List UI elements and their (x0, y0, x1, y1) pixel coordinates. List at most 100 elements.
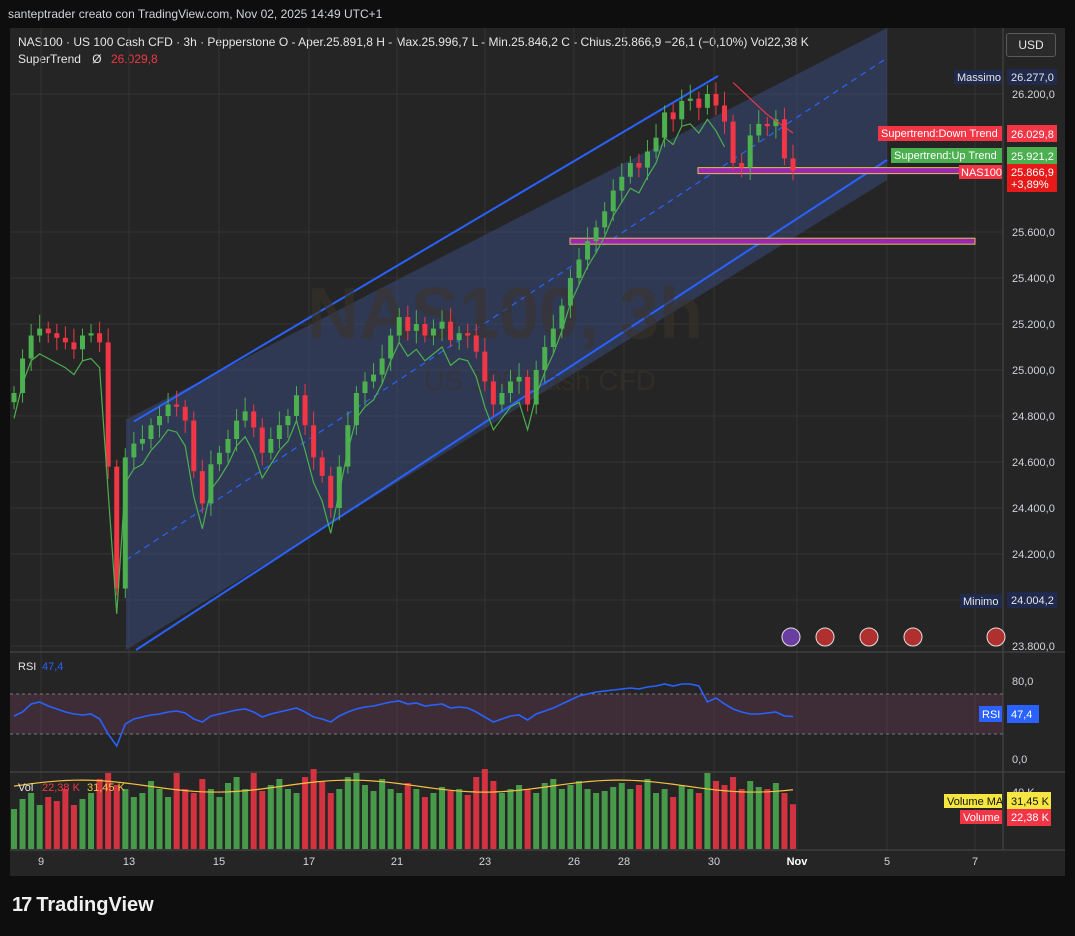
candle (781, 119, 787, 159)
rsi-value: 47,4 (42, 661, 63, 673)
time-tick-label: 15 (213, 856, 225, 868)
min-label-box (960, 594, 1002, 608)
volume-tag-value: 22,38 K (1011, 812, 1050, 824)
volume-bar (242, 789, 249, 849)
support-zone-lower (569, 237, 976, 245)
candle (293, 395, 299, 416)
volume-bar (156, 789, 163, 849)
indicator-name[interactable]: SuperTrend (18, 52, 81, 66)
candle (157, 416, 163, 426)
volume-bar (122, 789, 129, 849)
volume-bar (481, 769, 488, 849)
volume-bar (721, 785, 728, 849)
candle (525, 376, 531, 405)
volume-ma-tag-value-box (1007, 792, 1051, 809)
time-tick-label: 26 (568, 856, 580, 868)
volume-bar (447, 791, 454, 849)
volume-ma-tag-label: Volume MA (947, 796, 1004, 808)
candle (328, 475, 334, 508)
time-tick-label: 17 (303, 856, 315, 868)
volume-bar (439, 787, 446, 849)
candle (790, 158, 796, 171)
volume-bar (147, 781, 154, 849)
volume-tag-box (960, 810, 1002, 824)
event-marker-icon (859, 627, 879, 647)
ohlc-line: O - Aper.25.891,8 H - Max.25.996,7 L - M… (278, 35, 809, 49)
last-change: +3,89% (1011, 179, 1049, 191)
candle (122, 457, 128, 589)
candle (653, 137, 659, 152)
candle (362, 381, 368, 393)
candle (533, 370, 539, 405)
candle (747, 135, 753, 168)
volume-bar (310, 769, 317, 849)
candle (114, 466, 120, 589)
symbol-header[interactable]: NAS100 · US 100 Cash CFD · 3h · Pepperst… (18, 35, 809, 49)
st-up-value-box (1007, 147, 1057, 164)
price-tick-label: 25.000,0 (1012, 365, 1055, 377)
candle (268, 439, 274, 453)
volume-bar (267, 785, 274, 849)
candle (756, 123, 762, 136)
candle (439, 321, 445, 329)
event-marker-icon (986, 627, 1006, 647)
min-value-box (1007, 592, 1057, 608)
volume-bar (387, 789, 394, 849)
candle (516, 376, 522, 382)
symbol-label: NAS100 (961, 167, 1002, 179)
volume-bar (319, 781, 326, 849)
candle (319, 457, 325, 476)
candle (182, 406, 188, 421)
symbol-label-box (959, 165, 1002, 179)
currency-button[interactable]: USD (1006, 33, 1056, 57)
candle (62, 337, 68, 343)
candle (636, 163, 642, 168)
candle (465, 333, 471, 336)
candle (251, 411, 257, 428)
volume-bar (790, 804, 796, 849)
price-tick-label: 25.600,0 (1012, 227, 1055, 239)
volume-bar (498, 793, 505, 849)
volume-bar (533, 793, 540, 849)
volume-bar (421, 797, 428, 849)
volume-bar (781, 793, 788, 849)
volume-bar (704, 773, 711, 849)
candle (773, 119, 779, 127)
rsi-tag-value: 47,4 (1011, 709, 1032, 721)
st-up-label-box (891, 148, 1002, 163)
candle (739, 163, 745, 168)
volume-bar (36, 805, 43, 849)
candle (165, 404, 171, 416)
symbol-line[interactable]: NAS100 · US 100 Cash CFD · 3h · Pepperst… (18, 35, 276, 49)
candle (627, 163, 633, 177)
candle (302, 395, 308, 426)
supertrend-line (13, 82, 794, 614)
candle (542, 347, 548, 370)
candle (687, 98, 693, 101)
indicator-legend[interactable]: SuperTrend Ø 26.029,8 (18, 52, 158, 66)
volume-bar (302, 777, 309, 849)
candle (20, 358, 26, 393)
time-tick-label: 7 (972, 856, 978, 868)
st-up-label: Supertrend:Up Trend (894, 150, 997, 162)
candle (379, 358, 385, 375)
supertrend-down-line (732, 82, 794, 134)
attribution-line: santeptrader creato con TradingView.com,… (8, 7, 383, 21)
time-axis: 9 13 15 17 21 23 26 28 30 Nov 5 7 (38, 856, 978, 868)
volume-bar (464, 795, 471, 849)
last-price: 25.866,9 (1011, 167, 1054, 179)
last-price-box (1007, 164, 1057, 192)
volume-bar (113, 785, 120, 849)
tradingview-logo[interactable]: 17 TradingView (12, 894, 154, 917)
brand-name: TradingView (36, 894, 154, 916)
volume-bar (233, 777, 240, 849)
candle (396, 317, 402, 336)
max-value-box (1007, 69, 1057, 85)
time-tick-label: 23 (479, 856, 491, 868)
watermark-description: US 100 Cash CFD (424, 365, 656, 396)
st-down-label: Supertrend:Down Trend (881, 128, 998, 140)
volume-bar (139, 793, 146, 849)
max-label: Massimo (957, 72, 1001, 84)
volume-bar (747, 781, 754, 849)
